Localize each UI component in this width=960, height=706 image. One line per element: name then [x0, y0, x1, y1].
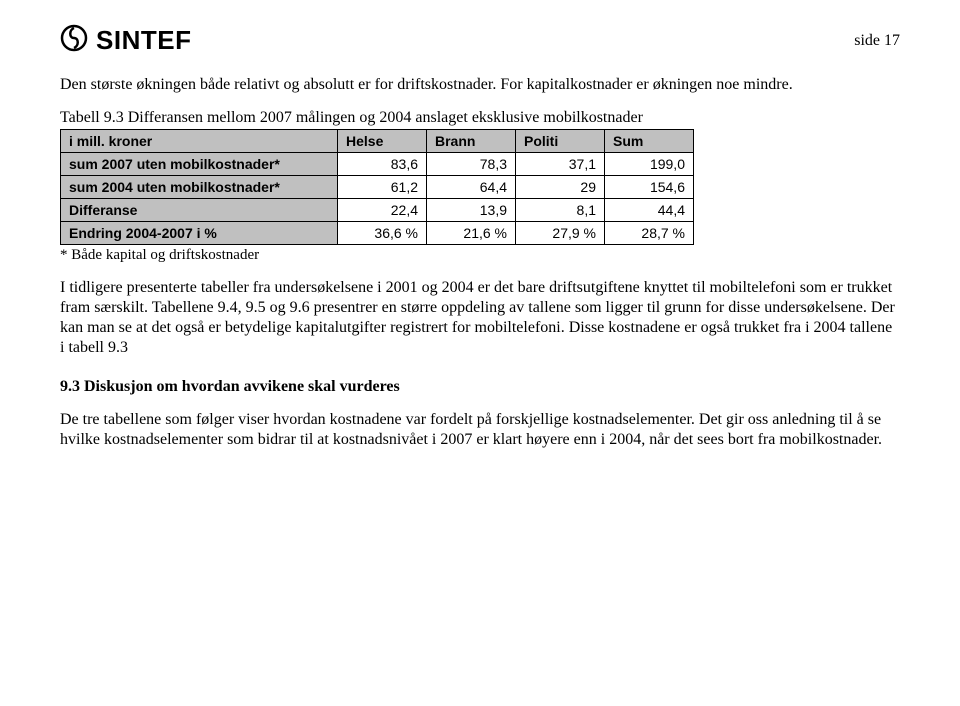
- logo-icon: [60, 24, 88, 57]
- table-cell-value: 36,6 %: [338, 222, 427, 245]
- table-cell-label: Endring 2004-2007 i %: [61, 222, 338, 245]
- table-cell-value: 29: [516, 176, 605, 199]
- table-cell-value: 13,9: [427, 199, 516, 222]
- table-cell-label: sum 2007 uten mobilkostnader*: [61, 153, 338, 176]
- table-cell-value: 21,6 %: [427, 222, 516, 245]
- table-row: sum 2004 uten mobilkostnader* 61,2 64,4 …: [61, 176, 694, 199]
- table-cell-value: 44,4: [605, 199, 694, 222]
- table-caption: Tabell 9.3 Differansen mellom 2007 målin…: [60, 109, 900, 127]
- table-header-cell: Politi: [516, 130, 605, 153]
- table-header-cell: Brann: [427, 130, 516, 153]
- document-page: SINTEF side 17 Den største økningen både…: [0, 0, 960, 706]
- table-header-row: i mill. kroner Helse Brann Politi Sum: [61, 130, 694, 153]
- table-cell-value: 64,4: [427, 176, 516, 199]
- body-paragraph: De tre tabellene som følger viser hvorda…: [60, 410, 900, 450]
- table-header-cell: Helse: [338, 130, 427, 153]
- table-cell-value: 27,9 %: [516, 222, 605, 245]
- table-cell-value: 61,2: [338, 176, 427, 199]
- table-header-cell: i mill. kroner: [61, 130, 338, 153]
- page-header: SINTEF side 17: [60, 24, 900, 57]
- table-cell-label: Differanse: [61, 199, 338, 222]
- table-cell-value: 37,1: [516, 153, 605, 176]
- intro-paragraph: Den største økningen både relativt og ab…: [60, 75, 900, 95]
- table-row: sum 2007 uten mobilkostnader* 83,6 78,3 …: [61, 153, 694, 176]
- table-cell-value: 8,1: [516, 199, 605, 222]
- body-paragraph: I tidligere presenterte tabeller fra und…: [60, 278, 900, 358]
- table-row: Endring 2004-2007 i % 36,6 % 21,6 % 27,9…: [61, 222, 694, 245]
- page-number: side 17: [854, 32, 900, 50]
- table-footnote: * Både kapital og driftskostnader: [60, 247, 900, 264]
- section-heading: 9.3 Diskusjon om hvordan avvikene skal v…: [60, 378, 900, 396]
- brand-name: SINTEF: [96, 25, 191, 56]
- table-cell-value: 22,4: [338, 199, 427, 222]
- brand-logo: SINTEF: [60, 24, 191, 57]
- table-cell-value: 199,0: [605, 153, 694, 176]
- data-table: i mill. kroner Helse Brann Politi Sum su…: [60, 129, 694, 245]
- table-header-cell: Sum: [605, 130, 694, 153]
- table-cell-value: 83,6: [338, 153, 427, 176]
- table-cell-value: 28,7 %: [605, 222, 694, 245]
- table-cell-label: sum 2004 uten mobilkostnader*: [61, 176, 338, 199]
- table-row: Differanse 22,4 13,9 8,1 44,4: [61, 199, 694, 222]
- table-cell-value: 154,6: [605, 176, 694, 199]
- table-cell-value: 78,3: [427, 153, 516, 176]
